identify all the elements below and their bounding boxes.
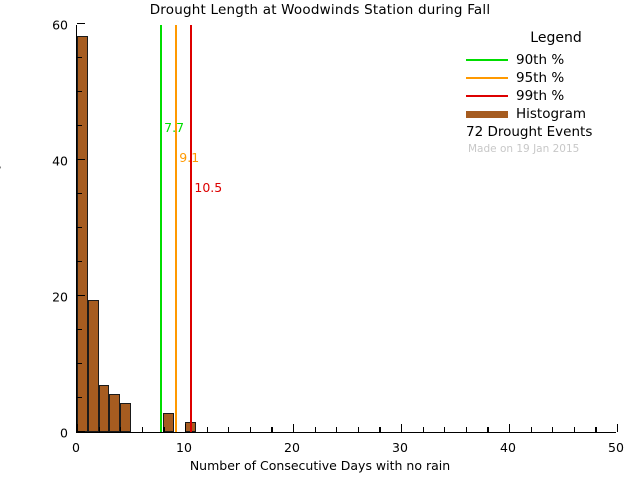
x-axis-tick — [293, 424, 295, 432]
percentile-value-label: 10.5 — [194, 180, 223, 195]
histogram-bar — [109, 393, 121, 432]
x-axis-tick — [465, 427, 468, 432]
y-axis-tick — [77, 226, 82, 228]
x-axis-tick — [595, 427, 597, 432]
legend-item-label: 99th % — [516, 88, 565, 104]
x-axis-tick — [401, 424, 403, 432]
x-axis-tick — [228, 427, 230, 432]
x-axis-tick-label: 10 — [176, 440, 192, 455]
x-axis-tick — [357, 427, 360, 432]
x-axis-tick — [206, 427, 208, 432]
y-axis-tick — [77, 260, 82, 262]
x-axis-tick — [530, 427, 532, 432]
x-axis-tick-label: 50 — [608, 440, 624, 455]
x-axis-tick — [249, 427, 252, 432]
x-axis-tick — [379, 427, 381, 432]
y-axis-label: Probability (%) — [0, 136, 1, 228]
x-axis-tick — [509, 424, 511, 432]
x-axis-tick-label: 30 — [392, 440, 408, 455]
x-axis-tick — [573, 427, 576, 432]
legend-item-label: 90th % — [516, 52, 565, 68]
y-axis-tick — [77, 124, 82, 126]
percentile-line — [160, 25, 162, 432]
y-axis-tick — [77, 158, 85, 160]
plot-area: 7.7 9.1 10.5 — [76, 22, 619, 433]
y-axis-tick — [77, 192, 82, 194]
y-axis-tick — [77, 362, 82, 364]
x-axis-tick — [336, 427, 338, 432]
legend-swatch — [466, 59, 508, 61]
x-axis-label: Number of Consecutive Days with no rain — [189, 458, 451, 473]
x-axis-tick — [141, 427, 144, 432]
legend-item-label: 95th % — [516, 70, 565, 86]
x-axis-tick — [487, 427, 489, 432]
x-axis-tick — [444, 427, 446, 432]
y-axis-tick — [77, 22, 85, 24]
legend: Legend 90th % 95th % 99th % Histogram 72 Dr… — [466, 30, 634, 155]
percentile-value-label: 9.1 — [179, 150, 200, 165]
chart-title: Drought Length at Woodwinds Station duri… — [149, 2, 491, 18]
legend-swatch — [466, 77, 508, 79]
y-axis-tick-label: 40 — [52, 153, 68, 169]
x-axis-tick — [98, 427, 100, 432]
x-axis-tick-label: 0 — [72, 440, 80, 455]
x-axis-tick — [77, 424, 79, 432]
x-axis-tick — [617, 424, 619, 432]
x-axis-tick — [422, 427, 424, 432]
percentile-value-label: 7.7 — [164, 120, 185, 135]
x-axis-tick — [185, 424, 187, 432]
legend-swatch — [466, 110, 508, 118]
y-axis-tick — [77, 90, 82, 92]
histogram-bar — [163, 412, 175, 432]
y-axis-tick — [77, 294, 85, 296]
y-axis-tick — [77, 396, 82, 398]
y-axis-tick — [77, 430, 85, 432]
legend-item: 95th % — [466, 69, 634, 87]
legend-item: 99th % — [466, 87, 634, 105]
legend-made-on: Made on 19 Jan 2015 — [468, 143, 580, 155]
percentile-line — [175, 25, 177, 432]
histogram-bar — [98, 385, 110, 432]
y-axis-tick-label: 0 — [60, 425, 68, 441]
x-axis-tick — [271, 427, 273, 432]
y-axis-tick-label: 60 — [52, 17, 68, 33]
y-axis-tick — [77, 56, 82, 58]
legend-event-count: 72 Drought Events — [466, 124, 593, 140]
legend-item: Histogram — [466, 105, 634, 123]
x-axis-tick — [552, 427, 554, 432]
histogram-bar — [77, 35, 88, 432]
x-axis-tick-label: 40 — [500, 440, 516, 455]
x-axis-tick — [314, 427, 316, 432]
histogram-bar — [120, 403, 131, 432]
histogram-bar — [87, 300, 99, 432]
legend-swatch — [466, 95, 508, 97]
x-axis-tick — [120, 427, 122, 432]
y-axis-tick — [77, 328, 82, 330]
x-axis-tick — [163, 427, 165, 432]
legend-title: Legend — [530, 30, 582, 46]
percentile-line — [190, 25, 192, 432]
legend-item-label: Histogram — [516, 106, 587, 122]
y-axis-tick-label: 20 — [52, 289, 68, 305]
x-axis-tick-label: 20 — [284, 440, 300, 455]
legend-rows: 90th % 95th % 99th % Histogram — [466, 51, 634, 123]
legend-item: 90th % — [466, 51, 634, 69]
